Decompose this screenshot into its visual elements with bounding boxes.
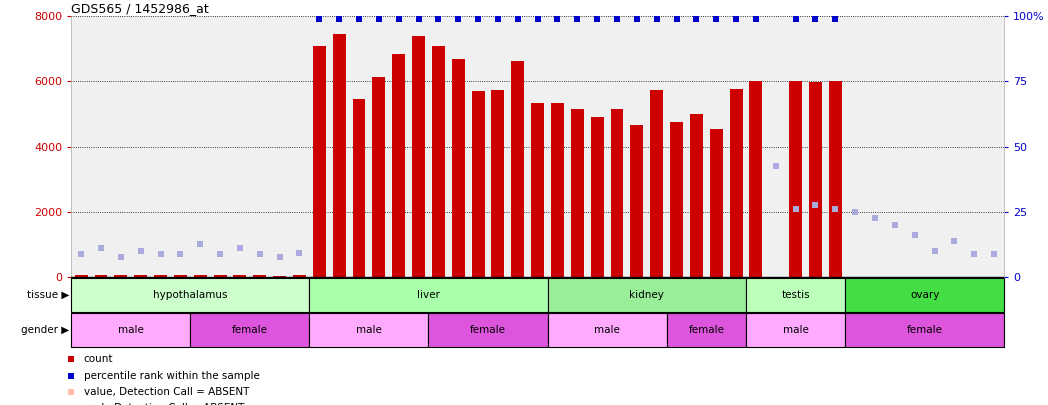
Bar [547,278,746,312]
Text: tissue ▶: tissue ▶ [27,290,69,300]
Bar [71,278,309,312]
Bar [789,81,802,277]
Text: kidney: kidney [630,290,664,300]
Bar [214,275,226,277]
Bar [293,275,306,277]
Text: male: male [783,325,809,335]
Bar [631,126,643,277]
Bar [511,61,524,277]
Bar [472,91,484,277]
Bar [551,102,564,277]
Bar [309,278,547,312]
Bar [254,275,266,277]
Text: testis: testis [782,290,810,300]
Bar [531,102,544,277]
Bar [846,278,1004,312]
Text: male: male [117,325,144,335]
Bar [313,45,326,277]
Bar [667,313,746,347]
Text: liver: liver [417,290,440,300]
Text: male: male [594,325,620,335]
Text: female: female [470,325,506,335]
Bar [74,275,88,277]
Text: GDS565 / 1452986_at: GDS565 / 1452986_at [71,2,209,15]
Text: female: female [689,325,724,335]
Text: ovary: ovary [910,290,939,300]
Bar [749,81,762,277]
Bar [729,89,743,277]
Bar [94,275,108,277]
Bar [709,129,723,277]
Bar [452,59,464,277]
Bar [392,54,406,277]
Bar [591,117,604,277]
Bar [809,82,822,277]
Bar [332,34,346,277]
Text: gender ▶: gender ▶ [21,325,69,335]
Bar [412,36,425,277]
Bar [571,109,584,277]
Bar [829,81,842,277]
Bar [274,276,286,277]
Bar [846,313,1004,347]
Bar [372,77,386,277]
Bar [670,122,683,277]
Text: percentile rank within the sample: percentile rank within the sample [84,371,260,381]
Text: female: female [907,325,942,335]
Bar [154,275,167,277]
Bar [114,275,127,277]
Bar [309,313,429,347]
Bar [352,99,366,277]
Bar [492,90,504,277]
Bar [547,313,667,347]
Bar [429,313,547,347]
Bar [690,114,703,277]
Text: count: count [84,354,113,364]
Bar [134,275,147,277]
Bar [650,90,663,277]
Text: hypothalamus: hypothalamus [153,290,227,300]
Bar [71,313,191,347]
Bar [174,275,187,277]
Bar [432,46,444,277]
Text: value, Detection Call = ABSENT: value, Detection Call = ABSENT [84,387,249,397]
Bar [194,275,206,277]
Bar [234,275,246,277]
Text: female: female [232,325,268,335]
Text: rank, Detection Call = ABSENT: rank, Detection Call = ABSENT [84,403,244,405]
Text: male: male [356,325,381,335]
Bar [611,109,624,277]
Bar [746,278,846,312]
Bar [746,313,846,347]
Bar [191,313,309,347]
